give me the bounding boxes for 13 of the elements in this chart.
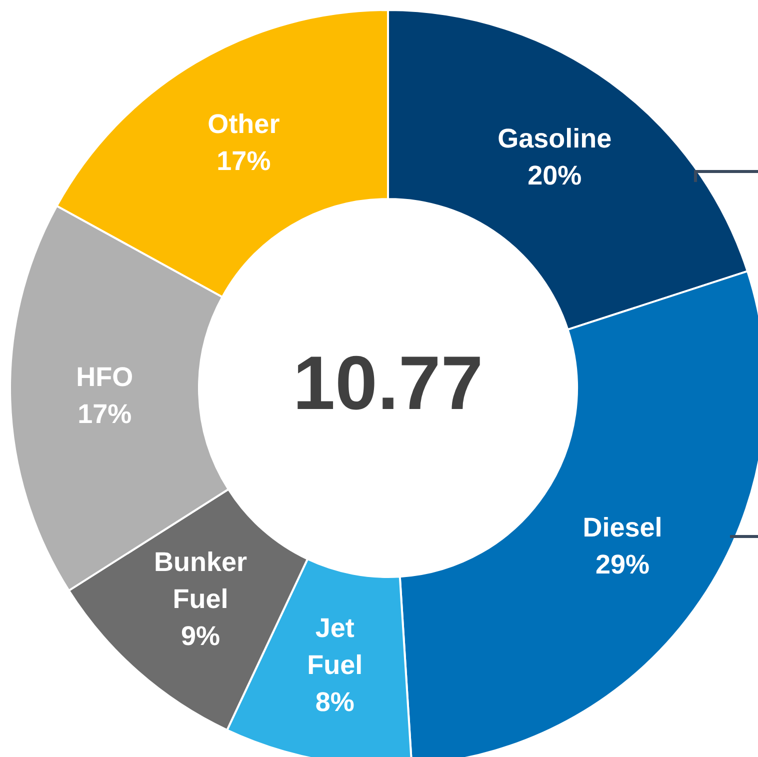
text: 10.77: [292, 340, 484, 426]
data-label: 8%: [315, 686, 354, 717]
slice-label: Jet Fuel: [307, 612, 363, 680]
slice-label: Diesel: [582, 512, 662, 542]
data-label: 9%: [181, 621, 220, 652]
slice-label: Other: [208, 108, 280, 139]
data-label: 17%: [78, 398, 132, 429]
data-label: 20%: [528, 160, 582, 191]
data-label: 17%: [216, 146, 271, 176]
data-label: 29%: [595, 549, 650, 580]
slice-label: Bunker Fuel: [154, 547, 248, 614]
slice-label: Gasoline: [498, 124, 612, 154]
slice-label: HFO: [76, 362, 134, 392]
